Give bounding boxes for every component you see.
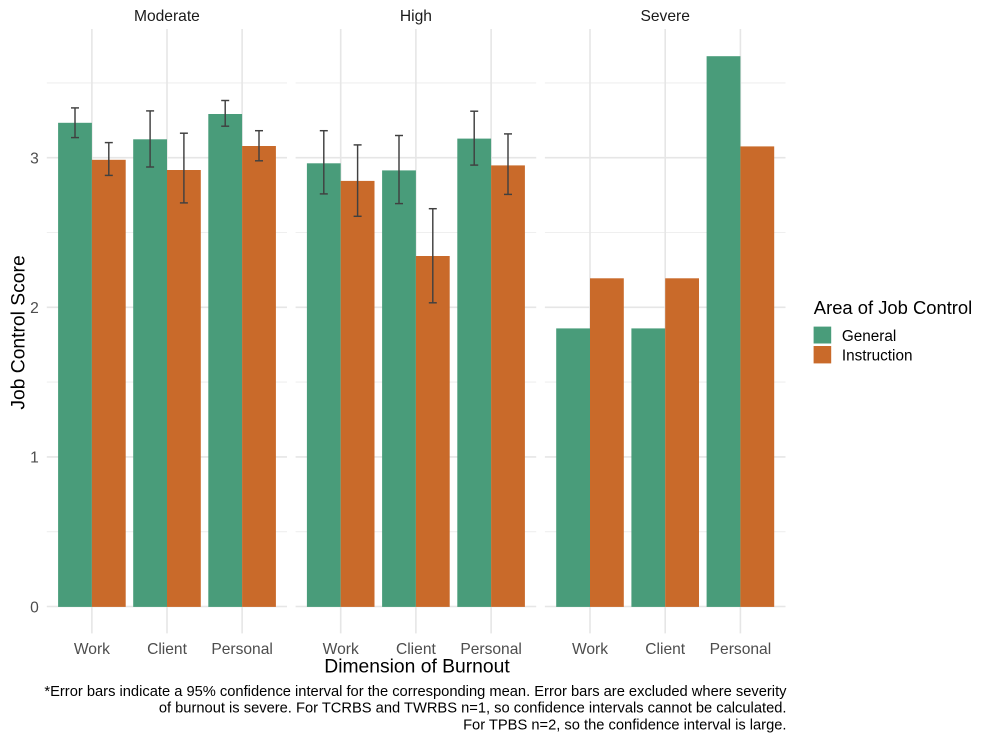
svg-text:2: 2 [30, 300, 39, 317]
svg-text:Work: Work [572, 641, 608, 658]
svg-text:Personal: Personal [460, 641, 522, 658]
svg-text:Moderate: Moderate [134, 8, 200, 25]
svg-text:Client: Client [147, 641, 188, 658]
svg-text:For TPBS n=2, so the confidenc: For TPBS n=2, so the confidence interval… [463, 717, 786, 733]
svg-text:General: General [842, 328, 896, 345]
svg-text:Job Control Score: Job Control Score [8, 255, 29, 409]
svg-text:Work: Work [74, 641, 110, 658]
svg-text:Client: Client [645, 641, 686, 658]
svg-text:Instruction: Instruction [842, 348, 913, 365]
svg-text:of burnout is severe. For TCRB: of burnout is severe. For TCRBS and TWRB… [159, 701, 787, 717]
svg-text:Dimension of Burnout: Dimension of Burnout [324, 656, 510, 677]
svg-text:0: 0 [30, 599, 39, 616]
svg-text:Area of Job Control: Area of Job Control [814, 297, 972, 318]
svg-text:*Error bars indicate a 95% con: *Error bars indicate a 95% confidence in… [44, 684, 787, 700]
svg-text:1: 1 [30, 450, 39, 467]
svg-text:Severe: Severe [640, 8, 689, 25]
svg-text:Personal: Personal [710, 641, 772, 658]
svg-text:Client: Client [396, 641, 437, 658]
svg-text:High: High [400, 8, 432, 25]
svg-text:3: 3 [30, 151, 39, 168]
svg-text:Personal: Personal [211, 641, 273, 658]
svg-text:Work: Work [323, 641, 359, 658]
